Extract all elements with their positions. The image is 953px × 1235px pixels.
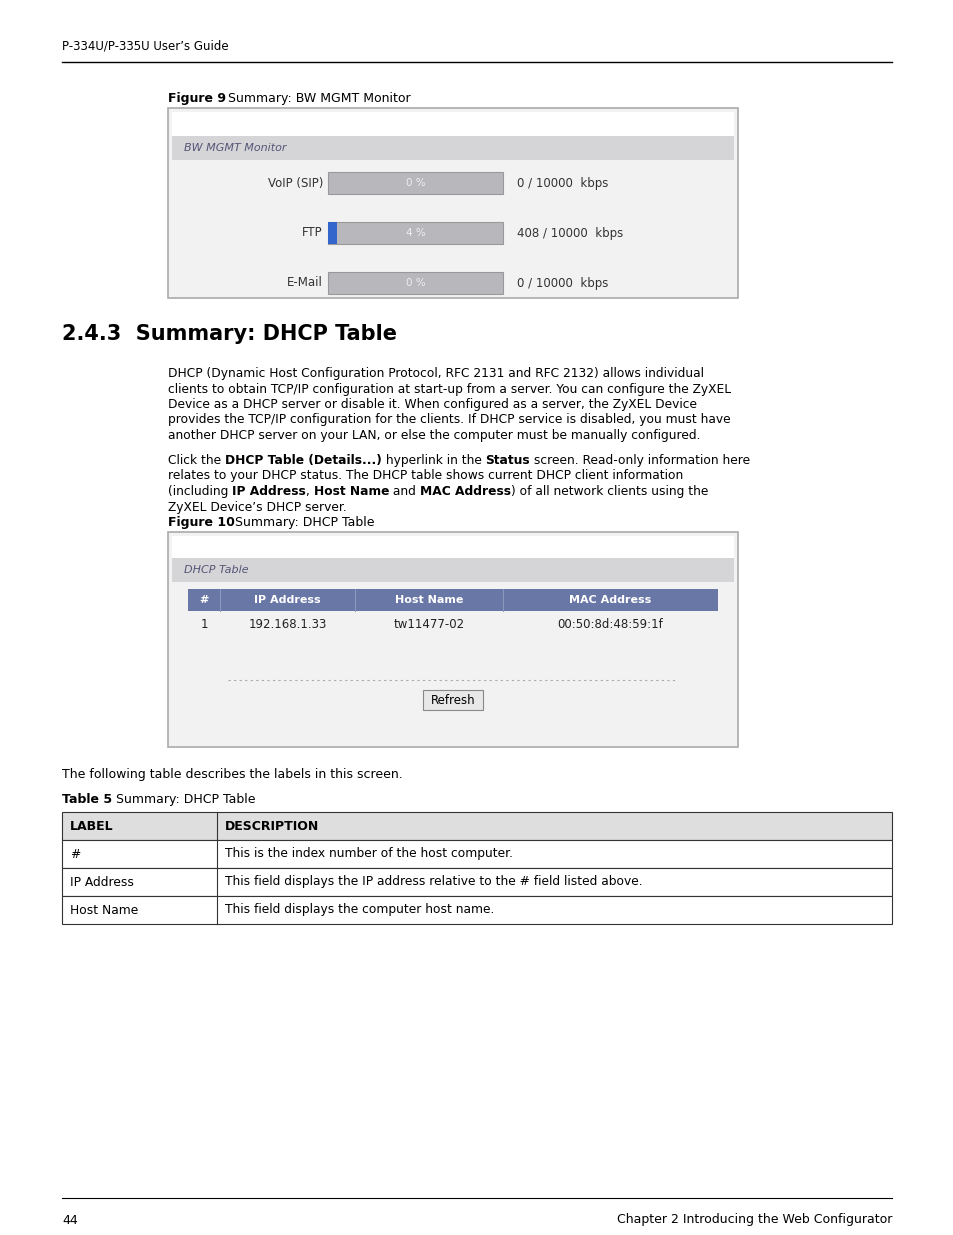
Text: ,: , — [306, 485, 314, 498]
Text: Host Name: Host Name — [314, 485, 389, 498]
Text: Table 5: Table 5 — [62, 793, 112, 806]
Text: and: and — [389, 485, 419, 498]
Text: Status: Status — [485, 454, 530, 467]
Text: 408 / 10000  kbps: 408 / 10000 kbps — [517, 226, 622, 240]
Text: Host Name: Host Name — [70, 904, 138, 916]
Text: Figure 9: Figure 9 — [168, 91, 226, 105]
Bar — [328, 222, 502, 245]
Text: 192.168.1.33: 192.168.1.33 — [248, 619, 326, 631]
Text: ) of all network clients using the: ) of all network clients using the — [511, 485, 708, 498]
Text: VoIP (SIP): VoIP (SIP) — [268, 177, 323, 189]
Text: MAC Address: MAC Address — [419, 485, 511, 498]
Text: relates to your DHCP status. The DHCP table shows current DHCP client informatio: relates to your DHCP status. The DHCP ta… — [168, 469, 682, 483]
Text: Figure 10: Figure 10 — [168, 516, 234, 529]
Text: The following table describes the labels in this screen.: The following table describes the labels… — [62, 768, 402, 781]
Text: This is the index number of the host computer.: This is the index number of the host com… — [225, 847, 513, 861]
Text: DHCP Table (Details...): DHCP Table (Details...) — [225, 454, 381, 467]
Text: IP Address: IP Address — [70, 876, 133, 888]
Bar — [172, 536, 733, 558]
Text: Summary: DHCP Table: Summary: DHCP Table — [104, 793, 255, 806]
Text: tw11477-02: tw11477-02 — [393, 619, 464, 631]
Bar — [168, 107, 738, 298]
Text: 00:50:8d:48:59:1f: 00:50:8d:48:59:1f — [558, 619, 662, 631]
Bar — [422, 690, 482, 710]
Text: #: # — [199, 595, 209, 605]
Text: #: # — [70, 847, 80, 861]
Text: DESCRIPTION: DESCRIPTION — [225, 820, 319, 832]
Text: DHCP (Dynamic Host Configuration Protocol, RFC 2131 and RFC 2132) allows individ: DHCP (Dynamic Host Configuration Protoco… — [168, 367, 703, 380]
Text: LABEL: LABEL — [70, 820, 113, 832]
Text: IP Address: IP Address — [253, 595, 320, 605]
Text: 1: 1 — [200, 619, 208, 631]
Bar — [62, 840, 891, 868]
Bar — [328, 172, 502, 194]
Text: 4 %: 4 % — [405, 228, 425, 238]
Text: clients to obtain TCP/IP configuration at start-up from a server. You can config: clients to obtain TCP/IP configuration a… — [168, 383, 730, 395]
Bar — [328, 222, 336, 245]
Text: BW MGMT Monitor: BW MGMT Monitor — [184, 143, 286, 153]
Text: Host Name: Host Name — [395, 595, 463, 605]
Text: FTP: FTP — [302, 226, 323, 240]
Text: 2.4.3  Summary: DHCP Table: 2.4.3 Summary: DHCP Table — [62, 324, 396, 345]
Text: another DHCP server on your LAN, or else the computer must be manually configure: another DHCP server on your LAN, or else… — [168, 429, 700, 442]
Text: 0 %: 0 % — [405, 278, 425, 288]
Text: 0 %: 0 % — [405, 178, 425, 188]
Text: This field displays the IP address relative to the # field listed above.: This field displays the IP address relat… — [225, 876, 642, 888]
Bar — [168, 532, 738, 747]
Bar — [172, 136, 733, 161]
Text: 0 / 10000  kbps: 0 / 10000 kbps — [517, 177, 608, 189]
Text: ZyXEL Device’s DHCP server.: ZyXEL Device’s DHCP server. — [168, 500, 346, 514]
Text: E-Mail: E-Mail — [287, 277, 323, 289]
Text: 0 / 10000  kbps: 0 / 10000 kbps — [517, 277, 608, 289]
Text: Click the: Click the — [168, 454, 225, 467]
Text: Chapter 2 Introducing the Web Configurator: Chapter 2 Introducing the Web Configurat… — [616, 1214, 891, 1226]
Bar — [62, 897, 891, 924]
Bar — [172, 112, 733, 136]
Text: Summary: BW MGMT Monitor: Summary: BW MGMT Monitor — [215, 91, 410, 105]
Bar — [62, 811, 891, 840]
Text: DHCP Table: DHCP Table — [184, 564, 249, 576]
Text: Summary: DHCP Table: Summary: DHCP Table — [223, 516, 375, 529]
Text: (including: (including — [168, 485, 232, 498]
Text: hyperlink in the: hyperlink in the — [381, 454, 485, 467]
Text: provides the TCP/IP configuration for the clients. If DHCP service is disabled, : provides the TCP/IP configuration for th… — [168, 414, 730, 426]
Text: Device as a DHCP server or disable it. When configured as a server, the ZyXEL De: Device as a DHCP server or disable it. W… — [168, 398, 697, 411]
Bar — [328, 272, 502, 294]
Bar — [172, 558, 733, 582]
Text: P-334U/P-335U User’s Guide: P-334U/P-335U User’s Guide — [62, 40, 229, 53]
Text: MAC Address: MAC Address — [569, 595, 651, 605]
Text: 44: 44 — [62, 1214, 77, 1226]
Bar — [188, 589, 718, 611]
Text: This field displays the computer host name.: This field displays the computer host na… — [225, 904, 494, 916]
Bar — [62, 868, 891, 897]
Text: Refresh: Refresh — [430, 694, 475, 706]
Text: screen. Read-only information here: screen. Read-only information here — [530, 454, 749, 467]
Text: IP Address: IP Address — [232, 485, 306, 498]
